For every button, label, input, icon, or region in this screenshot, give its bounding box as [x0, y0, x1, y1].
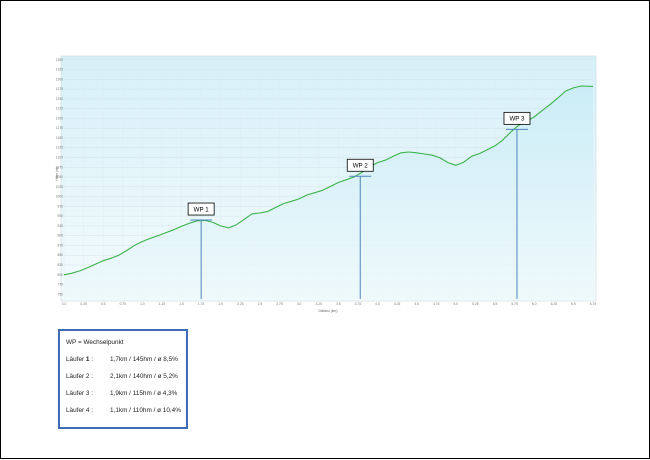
y-tick-label: 1025: [56, 185, 64, 189]
y-tick-label: 800: [57, 273, 63, 277]
y-axis-label: Höhe (m): [55, 167, 59, 180]
y-tick-label: 1250: [56, 97, 64, 101]
waypoint-label: WP 1: [194, 206, 210, 213]
y-tick-label: 1075: [56, 165, 64, 169]
legend-runner-number: 3: [85, 390, 90, 397]
legend-separator: :: [91, 373, 94, 380]
x-tick-label: 5.0: [454, 302, 459, 306]
x-axis-ticks: 0.0 0.25 0.5 0.75 1.0 1.25 1.5 1.75 2.0 2.25 2.5 2.…: [62, 302, 597, 306]
legend-stats: 1,9km / 115hm / ø 4,3%: [110, 390, 178, 397]
x-tick-label: 1.5: [179, 302, 184, 306]
waypoints: WP 1 WP 2 WP 3: [187, 111, 531, 299]
x-tick-label: 2.5: [258, 302, 263, 306]
x-tick-label: 1.0: [140, 302, 145, 306]
legend-title: WP = Wechselpunkt: [66, 339, 124, 346]
waypoint-label: WP 2: [353, 163, 369, 170]
x-tick-label: 6.5: [571, 302, 576, 306]
legend-box: WP = Wechselpunkt Läufer 1 : 1,7km / 145h…: [58, 329, 188, 429]
y-tick-label: 850: [57, 253, 63, 257]
x-tick-label: 4.25: [394, 302, 401, 306]
x-tick-label: 1.25: [159, 302, 166, 306]
waypoint-box: [503, 111, 531, 125]
waypoint-box: [346, 158, 374, 172]
area-fill: [64, 86, 593, 299]
legend-runner-number: 2: [85, 373, 90, 380]
waypoint-box: [187, 202, 215, 216]
x-tick-label: 4.0: [375, 302, 380, 306]
y-tick-label: 950: [57, 214, 63, 218]
x-tick-label: 5.75: [511, 302, 518, 306]
y-axis-ticks: 750 775 800 825 850 875 900 925 950 975 1000 1025 10…: [56, 58, 64, 297]
legend-runner-label: Läufer: [66, 390, 85, 397]
legend-runner-number: 1: [85, 356, 90, 363]
x-tick-label: 3.0: [297, 302, 302, 306]
legend-row-3: Läufer 3 : 1,9km / 115hm / ø 4,3%: [66, 390, 177, 397]
x-tick-label: 6.25: [551, 302, 558, 306]
legend-separator: :: [91, 390, 94, 397]
y-tick-label: 875: [57, 243, 63, 247]
legend-row-2: Läufer 2 : 2,1km / 140hm / ø 5,2%: [66, 373, 178, 380]
elevation-line-group: [63, 85, 594, 276]
legend-separator: :: [91, 356, 94, 363]
x-tick-label: 2.0: [218, 302, 223, 306]
legend-runner-number: 4: [85, 407, 90, 414]
x-tick-label: 0.0: [62, 302, 67, 306]
x-tick-label: 6.75: [590, 302, 597, 306]
x-tick-label: 5.25: [472, 302, 479, 306]
legend-stats: 1,7km / 145hm / ø 8,5%: [110, 356, 178, 363]
y-tick-label: 900: [57, 234, 63, 238]
x-tick-label: 4.75: [433, 302, 440, 306]
y-tick-label: 925: [57, 224, 63, 228]
elevation-area: [64, 86, 593, 299]
x-tick-label: 4.5: [414, 302, 419, 306]
y-tick-label: 1350: [56, 58, 64, 62]
y-tick-label: 750: [57, 292, 63, 296]
x-tick-label: 2.75: [276, 302, 283, 306]
y-tick-label: 1050: [56, 175, 64, 179]
y-tick-label: 1150: [56, 136, 63, 140]
legend-stats: 1,1km / 110hm / ø 10,4%: [110, 407, 181, 414]
waypoint-label: WP 3: [509, 116, 525, 123]
y-tick-label: 1175: [56, 126, 63, 130]
elevation-line: [63, 85, 594, 276]
legend-row-4: Läufer 4 : 1,1km / 110hm / ø 10,4%: [66, 407, 181, 414]
x-tick-label: 0.5: [101, 302, 106, 306]
y-tick-label: 1300: [56, 77, 64, 81]
y-tick-label: 825: [57, 263, 63, 267]
x-tick-label: 2.25: [237, 302, 244, 306]
x-tick-label: 3.75: [355, 302, 362, 306]
x-tick-label: 6.0: [532, 302, 537, 306]
y-tick-label: 1200: [56, 116, 64, 120]
y-tick-label: 1325: [56, 68, 64, 72]
legend-runner-label: Läufer: [66, 373, 85, 380]
y-tick-label: 1100: [56, 156, 63, 160]
legend-runner-label: Läufer: [66, 407, 85, 414]
legend-separator: :: [91, 407, 94, 414]
legend-row-1: Läufer 1 : 1,7km / 145hm / ø 8,5%: [66, 356, 178, 363]
y-tick-label: 775: [57, 283, 63, 287]
legend-runner-label: Läufer: [66, 356, 85, 363]
y-tick-label: 1000: [56, 195, 64, 199]
x-tick-label: 1.75: [198, 302, 205, 306]
x-axis-label: Distanz (km): [318, 309, 337, 313]
y-tick-label: 1275: [56, 87, 64, 91]
x-tick-label: 3.5: [336, 302, 341, 306]
x-tick-label: 3.25: [315, 302, 322, 306]
y-tick-label: 1125: [56, 146, 63, 150]
legend-stats: 2,1km / 140hm / ø 5,2%: [110, 373, 178, 380]
y-tick-label: 975: [57, 204, 63, 208]
y-tick-label: 1225: [56, 107, 64, 111]
x-tick-label: 5.5: [493, 302, 498, 306]
x-tick-label: 0.25: [80, 302, 87, 306]
x-tick-label: 0.75: [120, 302, 127, 306]
